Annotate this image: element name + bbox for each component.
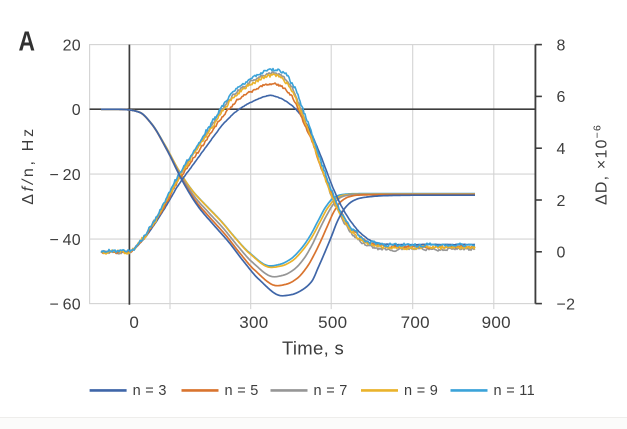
svg-text:0: 0 xyxy=(557,245,566,262)
svg-text:6: 6 xyxy=(557,89,566,106)
svg-text:n = 5: n = 5 xyxy=(225,383,259,399)
svg-text:A: A xyxy=(19,26,36,57)
svg-text:n = 7: n = 7 xyxy=(314,383,348,399)
svg-text:0: 0 xyxy=(72,102,81,119)
svg-text:−2: −2 xyxy=(557,296,576,313)
svg-text:ΔD, ×10−6: ΔD, ×10−6 xyxy=(592,124,611,205)
svg-text:n = 3: n = 3 xyxy=(133,383,167,399)
svg-text:2: 2 xyxy=(557,193,566,210)
svg-text:20: 20 xyxy=(63,37,81,54)
svg-text:n = 9: n = 9 xyxy=(404,383,438,399)
svg-text:8: 8 xyxy=(557,37,566,54)
svg-text:− 40: − 40 xyxy=(49,232,81,249)
svg-text:4: 4 xyxy=(557,141,566,158)
svg-text:700: 700 xyxy=(401,313,430,332)
svg-text:− 20: − 20 xyxy=(49,167,81,184)
svg-text:Δf/n, Hz: Δf/n, Hz xyxy=(20,126,37,205)
svg-text:500: 500 xyxy=(318,313,347,332)
svg-text:− 60: − 60 xyxy=(49,296,81,313)
svg-text:n = 11: n = 11 xyxy=(494,383,535,399)
svg-text:Time, s: Time, s xyxy=(282,338,344,359)
svg-text:300: 300 xyxy=(239,313,268,332)
svg-text:900: 900 xyxy=(482,313,511,332)
svg-text:0: 0 xyxy=(129,313,139,332)
